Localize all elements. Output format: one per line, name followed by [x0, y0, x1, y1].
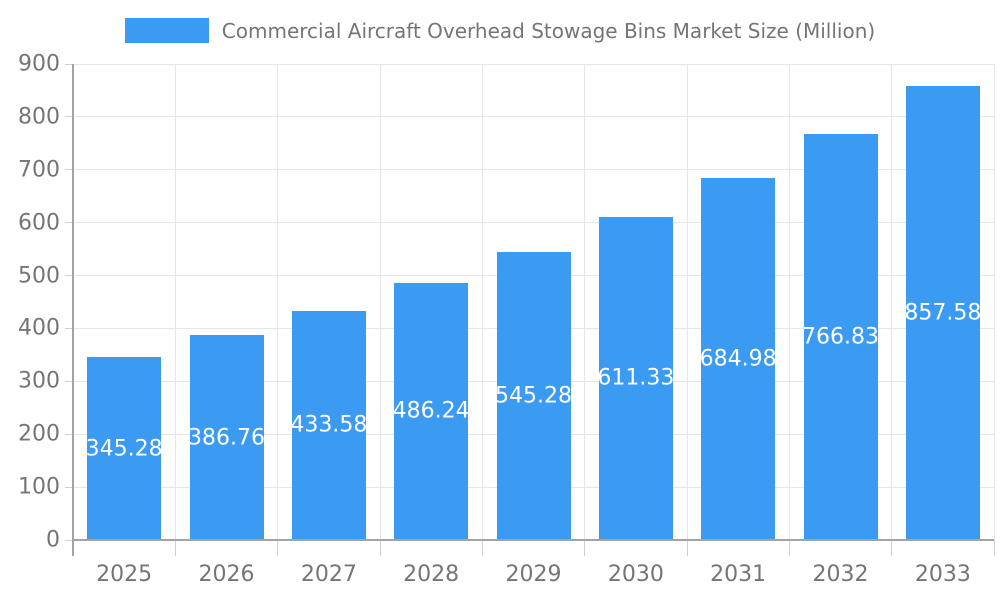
y-axis-label: 300	[18, 368, 60, 394]
y-axis-tick	[65, 275, 73, 277]
x-axis-tick	[686, 540, 688, 556]
bar-value-label: 345.28	[85, 436, 163, 462]
bar-2033[interactable]	[905, 86, 980, 540]
x-axis-tick	[891, 540, 893, 556]
y-gridline	[73, 116, 994, 118]
bar-value-label: 545.28	[495, 383, 572, 409]
bar-2030[interactable]	[598, 216, 673, 540]
x-gridline	[993, 64, 995, 540]
x-axis-label: 2032	[812, 562, 869, 587]
y-axis-label: 800	[18, 104, 60, 130]
x-gridline	[277, 64, 279, 540]
y-axis-tick	[65, 169, 73, 171]
y-axis-tick	[65, 327, 73, 329]
y-axis-label: 900	[18, 51, 60, 77]
x-axis-label: 2031	[710, 562, 767, 587]
x-gridline	[584, 64, 586, 540]
y-axis-label: 600	[18, 210, 60, 236]
bar-value-label: 857.58	[904, 300, 982, 326]
bar-value-label: 766.83	[802, 324, 879, 350]
x-gridline	[379, 64, 381, 540]
y-axis-label: 400	[18, 315, 60, 341]
y-axis-label: 200	[18, 421, 60, 447]
bar-2027[interactable]	[291, 310, 366, 540]
y-gridline	[73, 222, 994, 224]
bar-2032[interactable]	[803, 134, 878, 540]
x-axis-tick	[174, 540, 176, 556]
bar-2026[interactable]	[189, 335, 264, 540]
bar-2029[interactable]	[496, 251, 571, 540]
x-axis-label: 2028	[403, 562, 460, 587]
x-axis-label: 2026	[198, 562, 255, 587]
y-axis-tick	[65, 63, 73, 65]
y-axis-tick	[65, 433, 73, 435]
x-axis-label: 2029	[505, 562, 562, 587]
x-gridline	[481, 64, 483, 540]
x-gridline	[891, 64, 893, 540]
y-axis-label: 500	[18, 263, 60, 289]
x-gridline	[686, 64, 688, 540]
x-gridline	[174, 64, 176, 540]
y-gridline	[73, 169, 994, 171]
y-gridline	[73, 63, 994, 65]
y-axis-label: 700	[18, 157, 60, 183]
x-axis-line	[72, 539, 994, 541]
x-axis-tick	[584, 540, 586, 556]
y-axis-tick	[65, 116, 73, 118]
x-axis-label: 2030	[607, 562, 664, 587]
legend-swatch	[124, 18, 209, 43]
x-axis-tick	[379, 540, 381, 556]
bar-value-label: 486.24	[392, 398, 470, 424]
x-axis-tick	[993, 540, 995, 556]
x-axis-tick	[481, 540, 483, 556]
x-axis-label: 2027	[300, 562, 357, 587]
x-axis-tick	[788, 540, 790, 556]
x-gridline	[788, 64, 790, 540]
x-axis-label: 2025	[96, 562, 153, 587]
x-axis-tick	[277, 540, 279, 556]
y-axis-tick	[65, 380, 73, 382]
y-axis-tick	[65, 222, 73, 224]
y-axis-label: 100	[18, 474, 60, 500]
chart-legend[interactable]: Commercial Aircraft Overhead Stowage Bin…	[0, 18, 1000, 43]
bar-value-label: 611.33	[597, 365, 675, 391]
bar-2028[interactable]	[394, 282, 469, 540]
bar-value-label: 386.76	[188, 425, 265, 451]
y-axis-line	[72, 64, 74, 556]
bar-value-label: 684.98	[699, 346, 777, 372]
bar-value-label: 433.58	[290, 412, 368, 438]
y-axis-label: 0	[46, 527, 60, 553]
y-axis-tick	[65, 539, 73, 541]
x-axis-label: 2033	[914, 562, 971, 587]
bar-2031[interactable]	[701, 177, 776, 540]
y-axis-tick	[65, 486, 73, 488]
bar-2025[interactable]	[87, 357, 162, 540]
chart-title: Commercial Aircraft Overhead Stowage Bin…	[221, 18, 876, 43]
